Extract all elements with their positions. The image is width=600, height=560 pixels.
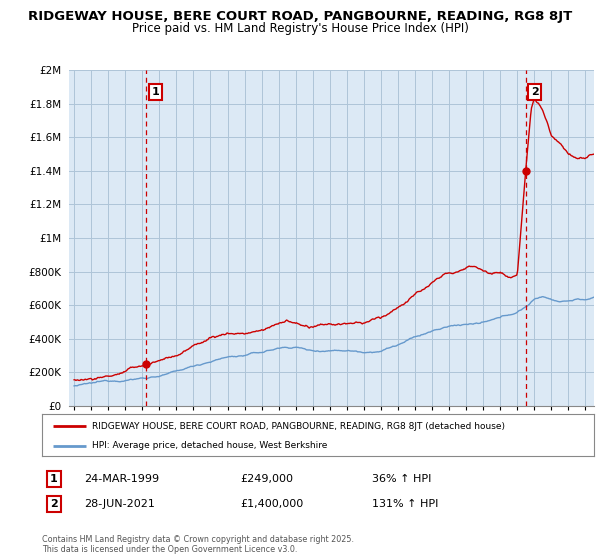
Text: Contains HM Land Registry data © Crown copyright and database right 2025.
This d: Contains HM Land Registry data © Crown c… (42, 535, 354, 554)
Text: 24-MAR-1999: 24-MAR-1999 (84, 474, 159, 484)
Text: 131% ↑ HPI: 131% ↑ HPI (372, 499, 439, 509)
Text: Price paid vs. HM Land Registry's House Price Index (HPI): Price paid vs. HM Land Registry's House … (131, 22, 469, 35)
Text: 28-JUN-2021: 28-JUN-2021 (84, 499, 155, 509)
Text: 2: 2 (531, 87, 539, 97)
Text: £1,400,000: £1,400,000 (240, 499, 303, 509)
Text: RIDGEWAY HOUSE, BERE COURT ROAD, PANGBOURNE, READING, RG8 8JT: RIDGEWAY HOUSE, BERE COURT ROAD, PANGBOU… (28, 10, 572, 23)
Text: 2: 2 (50, 499, 58, 509)
Text: £249,000: £249,000 (240, 474, 293, 484)
Text: 36% ↑ HPI: 36% ↑ HPI (372, 474, 431, 484)
Text: RIDGEWAY HOUSE, BERE COURT ROAD, PANGBOURNE, READING, RG8 8JT (detached house): RIDGEWAY HOUSE, BERE COURT ROAD, PANGBOU… (92, 422, 505, 431)
Text: 1: 1 (151, 87, 159, 97)
Text: HPI: Average price, detached house, West Berkshire: HPI: Average price, detached house, West… (92, 441, 327, 450)
Text: 1: 1 (50, 474, 58, 484)
